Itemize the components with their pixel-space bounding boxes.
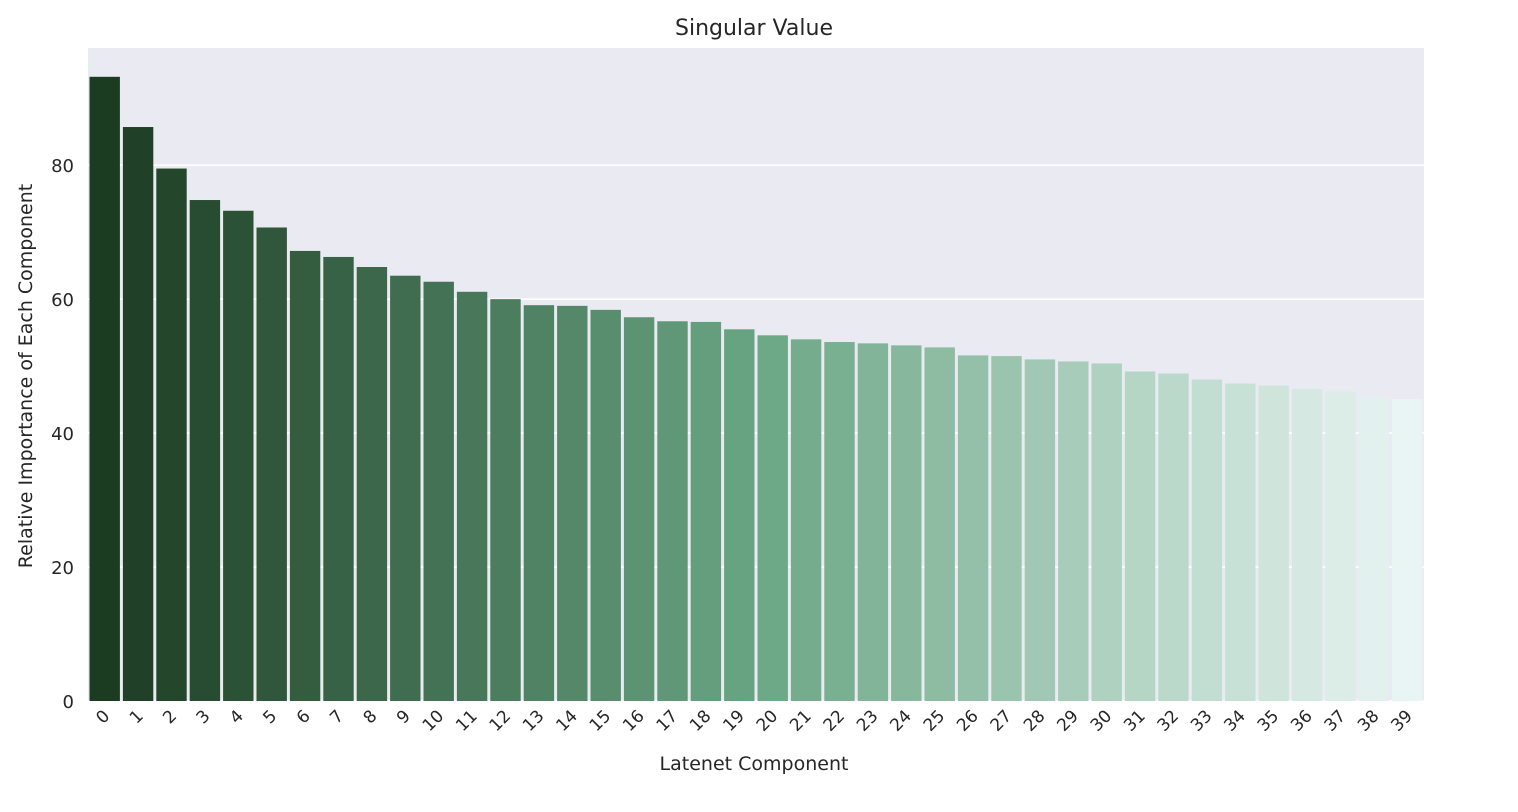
bar-component-33 <box>1191 379 1223 701</box>
bar-component-15 <box>590 309 621 701</box>
x-tick-label: 20 <box>753 706 782 735</box>
x-tick-label: 15 <box>586 706 615 735</box>
bar-component-7 <box>323 256 354 701</box>
x-tick-label: 8 <box>360 706 382 728</box>
bar-component-38 <box>1358 397 1390 701</box>
x-tick-label: 22 <box>820 706 849 735</box>
x-tick-label: 17 <box>653 706 682 735</box>
x-tick-label: 12 <box>486 706 515 735</box>
bar-component-1 <box>122 127 154 701</box>
x-tick-label: 24 <box>886 706 915 735</box>
y-tick-label: 80 <box>51 156 74 177</box>
bar-component-39 <box>1392 398 1423 701</box>
x-tick-label: 28 <box>1020 706 1049 735</box>
x-tick-label: 26 <box>953 706 982 735</box>
x-tick-label: 19 <box>719 706 748 735</box>
bar-component-35 <box>1258 385 1289 701</box>
bar-component-21 <box>790 339 822 701</box>
bar-component-10 <box>423 281 454 701</box>
bar-component-25 <box>924 347 955 701</box>
x-tick-label: 11 <box>452 706 481 735</box>
bar-component-23 <box>857 343 889 701</box>
plot-background <box>88 48 1424 701</box>
bar-component-8 <box>356 267 388 701</box>
x-tick-label: 18 <box>686 706 715 735</box>
x-tick-label: 13 <box>519 706 548 735</box>
x-tick-label: 25 <box>920 706 949 735</box>
chart-title: Singular Value <box>675 16 833 41</box>
x-tick-label: 14 <box>552 706 581 735</box>
x-tick-label: 38 <box>1354 706 1383 735</box>
bar-component-16 <box>623 317 655 701</box>
x-tick-label: 5 <box>259 706 281 728</box>
bar-component-9 <box>390 275 421 701</box>
bar-component-3 <box>189 200 221 701</box>
x-tick-label: 3 <box>193 706 215 728</box>
x-tick-label: 30 <box>1087 706 1116 735</box>
bar-component-24 <box>891 345 922 701</box>
x-tick-label: 35 <box>1254 706 1283 735</box>
x-tick-label: 23 <box>853 706 882 735</box>
x-tick-label: 0 <box>92 706 114 728</box>
x-tick-label: 10 <box>419 706 448 735</box>
x-tick-label: 29 <box>1053 706 1082 735</box>
y-tick-label: 40 <box>51 424 74 445</box>
x-tick-label: 6 <box>293 706 315 728</box>
bar-component-11 <box>456 291 488 701</box>
bar-component-6 <box>289 250 321 701</box>
bar-component-0 <box>89 76 120 702</box>
x-tick-label: 27 <box>987 706 1016 735</box>
bar-component-27 <box>991 356 1022 701</box>
bar-component-22 <box>824 342 855 701</box>
bar-component-30 <box>1091 363 1122 701</box>
bar-component-13 <box>523 305 555 701</box>
x-tick-label: 9 <box>393 706 415 728</box>
x-tick-label: 21 <box>786 706 815 735</box>
x-tick-label: 1 <box>126 706 148 728</box>
bar-component-5 <box>256 227 287 702</box>
x-tick-label: 2 <box>159 706 181 728</box>
x-tick-label: 7 <box>326 706 348 728</box>
x-tick-label: 37 <box>1321 706 1350 735</box>
bar-component-20 <box>757 335 788 701</box>
bar-component-14 <box>557 305 588 701</box>
x-tick-label: 4 <box>226 706 248 728</box>
bar-component-29 <box>1058 361 1089 701</box>
bar-component-31 <box>1124 371 1156 701</box>
bar-component-4 <box>223 210 254 701</box>
x-tick-label: 31 <box>1120 706 1149 735</box>
y-tick-labels: 0 20 40 60 80 <box>51 156 74 713</box>
bar-component-28 <box>1024 359 1056 701</box>
x-tick-label: 39 <box>1387 706 1416 735</box>
bars <box>89 76 1423 702</box>
y-axis-label: Relative Importance of Each Component <box>15 184 37 568</box>
x-tick-label: 36 <box>1287 706 1316 735</box>
bar-component-2 <box>156 168 187 702</box>
bar-component-34 <box>1225 383 1256 701</box>
y-tick-label: 20 <box>51 558 74 579</box>
bar-component-19 <box>724 329 755 701</box>
bar-component-18 <box>690 321 722 701</box>
bar-component-17 <box>657 321 688 701</box>
x-axis-label: Latenet Component <box>660 753 849 775</box>
x-tick-labels: 0 1 2 3 4 5 6 7 8 9 10 11 12 13 14 15 16 17 18 19 20 21 22 23 24… <box>92 706 1416 735</box>
x-tick-label: 16 <box>619 706 648 735</box>
bar-component-12 <box>490 299 521 701</box>
y-tick-label: 60 <box>51 290 74 311</box>
x-tick-label: 33 <box>1187 706 1216 735</box>
x-tick-label: 32 <box>1154 706 1183 735</box>
bar-component-36 <box>1291 388 1323 701</box>
x-tick-label: 34 <box>1220 706 1249 735</box>
y-tick-label: 0 <box>63 692 74 713</box>
bar-component-32 <box>1158 373 1189 701</box>
bar-component-26 <box>957 355 989 701</box>
bar-component-37 <box>1325 391 1356 701</box>
